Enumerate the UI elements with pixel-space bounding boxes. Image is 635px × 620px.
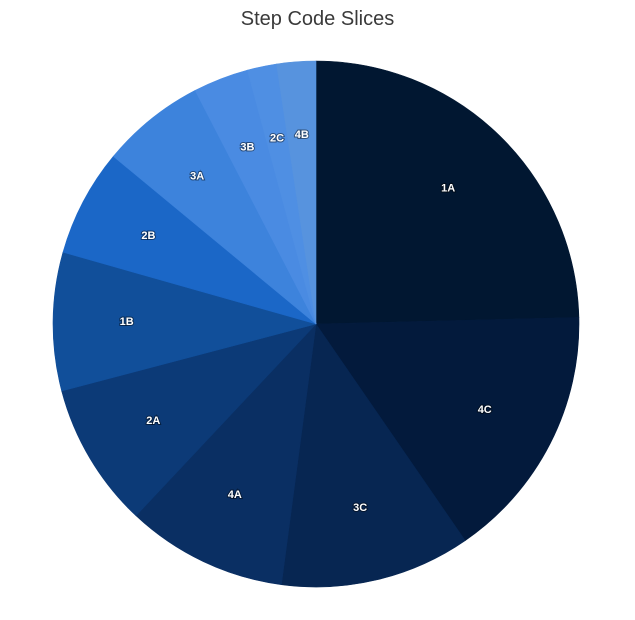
slice-label-4b: 4B [295, 129, 309, 141]
pie-labels: 1A 4C 3C 4A 2A 1B 2B 3A 3B 2C 4B [119, 128, 493, 515]
slice-label-4c: 4C [478, 404, 492, 416]
pie-slices [52, 60, 580, 588]
slice-label-3b: 3B [240, 142, 254, 154]
pie-slice-4b [276, 60, 317, 325]
slice-label-2c: 2C [270, 133, 284, 145]
pie-slice-1a [315, 60, 580, 325]
pie-slice-2a [61, 323, 317, 517]
pie-slice-1b [52, 251, 318, 392]
pie-slice-4a [135, 323, 317, 586]
slice-label-3a: 3A [190, 171, 204, 183]
pie-slice-3c [281, 323, 466, 588]
slice-label-2a: 2A [146, 415, 160, 427]
pie-slice-4c [315, 317, 580, 542]
chart-title: Step Code Slices [240, 8, 395, 30]
slice-label-4a: 4A [228, 489, 242, 501]
slice-label-1a: 1A [441, 182, 455, 194]
slice-label-3c: 3C [353, 502, 367, 514]
slice-label-1b: 1B [120, 316, 134, 328]
slice-label-2b: 2B [141, 230, 155, 242]
pie-slice-2b [62, 155, 317, 325]
